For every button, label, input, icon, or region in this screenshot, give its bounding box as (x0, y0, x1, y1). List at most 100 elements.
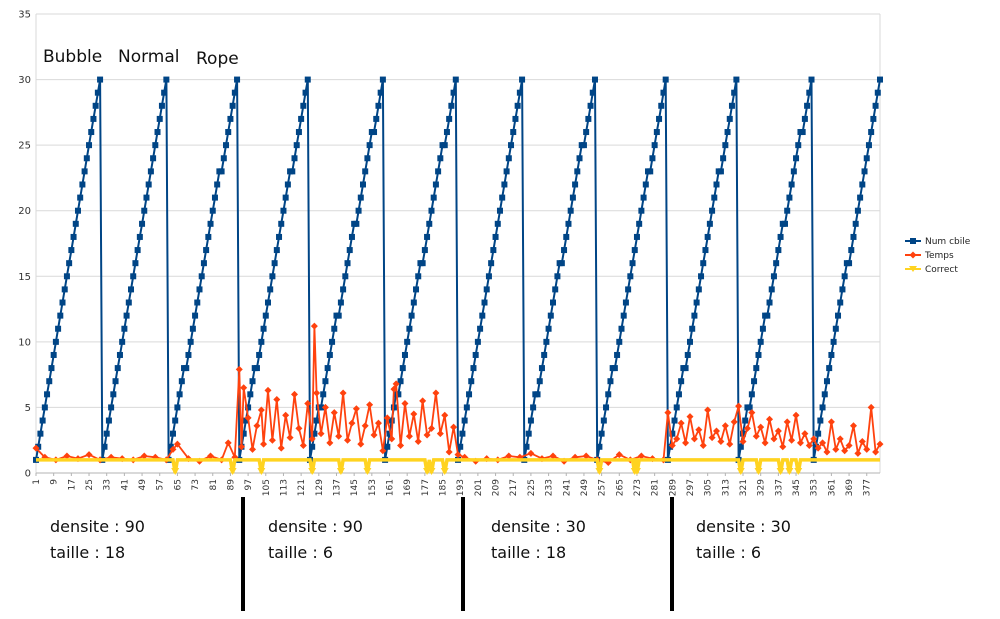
num-cbile-point (269, 273, 276, 280)
temps-point (282, 411, 290, 419)
num-cbile-point (88, 129, 95, 136)
num-cbile-point (530, 404, 537, 411)
num-cbile-point (108, 404, 115, 411)
num-cbile-point (828, 351, 835, 358)
temps-point (849, 422, 857, 430)
temps-point (810, 435, 818, 443)
num-cbile-point (61, 286, 68, 293)
num-cbile-point (503, 168, 510, 175)
num-cbile-point (262, 312, 269, 319)
temps-point (299, 441, 307, 449)
x-tick-label: 9 (50, 479, 60, 485)
temps-point (708, 434, 716, 442)
num-cbile-point (852, 220, 859, 227)
num-cbile-point (35, 443, 42, 450)
temps-point (344, 436, 352, 444)
num-cbile-point (742, 417, 749, 424)
num-cbile-point (580, 142, 587, 149)
x-tick-label: 369 (845, 479, 855, 496)
num-cbile-point (150, 155, 157, 162)
num-cbile-point (242, 417, 249, 424)
num-cbile-point (437, 155, 444, 162)
num-cbile-point (128, 286, 135, 293)
num-cbile-point (600, 417, 607, 424)
temps-point (845, 441, 853, 449)
temps-point (686, 413, 694, 421)
temps-point (379, 447, 387, 455)
num-cbile-point (231, 89, 238, 96)
num-cbile-point (101, 443, 108, 450)
num-cbile-point (516, 89, 523, 96)
temps-point (388, 435, 396, 443)
num-cbile-point (713, 181, 720, 188)
num-cbile-point (227, 115, 234, 122)
num-cbile-point (806, 89, 813, 96)
temps-point (819, 439, 827, 447)
num-cbile-point (223, 142, 230, 149)
num-cbile-point (726, 115, 733, 122)
num-cbile-point (432, 181, 439, 188)
x-tick-label: 225 (527, 479, 537, 496)
num-cbile-point (463, 404, 470, 411)
num-cbile-point (229, 102, 236, 109)
x-tick-label: 297 (686, 479, 696, 496)
num-cbile-point (386, 430, 393, 437)
temps-point (249, 445, 257, 453)
num-cbile-point (366, 142, 373, 149)
temps-point (695, 426, 703, 434)
num-cbile-point (459, 430, 466, 437)
num-cbile-point (669, 430, 676, 437)
num-cbile-point (192, 312, 199, 319)
temps-point (419, 397, 427, 405)
num-cbile-point (622, 299, 629, 306)
temps-point (690, 435, 698, 443)
temps-point (841, 447, 849, 455)
num-cbile-point (848, 247, 855, 254)
section-label-taille: taille : 6 (268, 543, 333, 562)
num-cbile-point (174, 404, 181, 411)
temps-point (788, 436, 796, 444)
num-cbile-point (240, 430, 247, 437)
num-cbile-point (461, 417, 468, 424)
num-cbile-point (658, 102, 665, 109)
num-cbile-point (404, 338, 411, 345)
num-cbile-point (55, 325, 62, 332)
temps-point (304, 399, 312, 407)
num-cbile-point (81, 168, 88, 175)
num-cbile-point (647, 168, 654, 175)
x-tick-label: 65 (173, 479, 183, 490)
num-cbile-point (770, 273, 777, 280)
num-cbile-point (267, 286, 274, 293)
correct-point (228, 468, 237, 475)
num-cbile-point (558, 260, 565, 267)
num-cbile-point (189, 325, 196, 332)
num-cbile-point (598, 430, 605, 437)
num-cbile-point (110, 391, 117, 398)
x-tick-label: 265 (615, 479, 625, 496)
temps-point (668, 441, 676, 449)
temps-point (410, 410, 418, 418)
temps-point (317, 430, 325, 438)
num-cbile-point (572, 181, 579, 188)
temps-point (713, 427, 721, 435)
x-tick-label: 257 (598, 479, 608, 496)
num-cbile-point (490, 247, 497, 254)
temps-point (505, 452, 513, 460)
num-cbile-point (311, 430, 318, 437)
num-cbile-point (72, 220, 79, 227)
num-cbile-point (466, 391, 473, 398)
x-tick-label: 233 (545, 479, 555, 496)
num-cbile-point (172, 417, 179, 424)
y-tick-label: 20 (18, 206, 31, 217)
temps-point (717, 438, 725, 446)
annotation-label: Rope (196, 49, 239, 69)
num-cbile-point (205, 233, 212, 240)
num-cbile-point (689, 325, 696, 332)
num-cbile-point (167, 443, 174, 450)
temps-point (140, 452, 148, 460)
x-tick-label: 73 (191, 479, 201, 490)
num-cbile-point (364, 155, 371, 162)
temps-point (169, 445, 177, 453)
num-cbile-point (340, 286, 347, 293)
num-cbile-point (415, 273, 422, 280)
